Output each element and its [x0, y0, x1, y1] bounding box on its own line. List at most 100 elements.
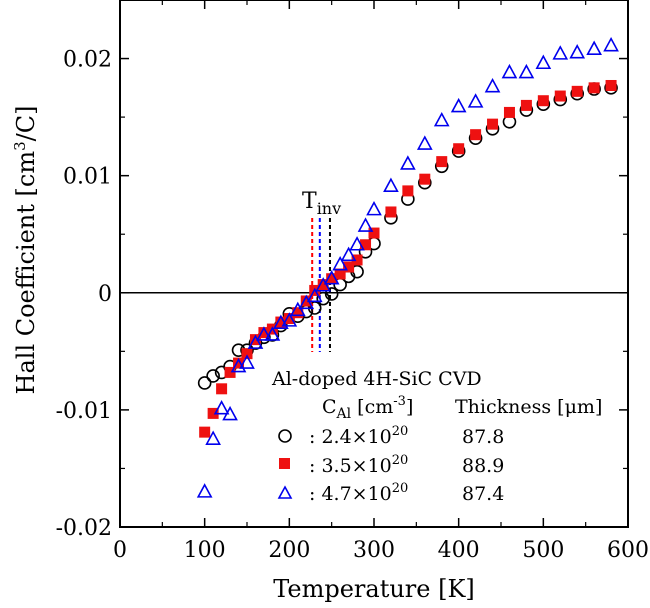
legend-entry-3: : 4.7×1020 [309, 481, 408, 505]
data-point-square [233, 357, 245, 369]
data-point-square [368, 227, 380, 239]
data-point-square [343, 261, 355, 273]
legend-entry-1: : 2.4×1020 [309, 424, 408, 448]
data-point-triangle [247, 334, 264, 349]
data-point-triangle [196, 483, 213, 498]
data-point-square [605, 79, 617, 91]
data-point-triangle [467, 93, 484, 108]
data-point-square [326, 273, 338, 285]
data-point-square [300, 295, 312, 307]
x-tick-label: 400 [438, 538, 480, 563]
data-point-square [317, 279, 329, 291]
tinv-label-sub: inv [317, 199, 341, 218]
x-tick-label: 300 [353, 538, 395, 563]
data-point-triangle [289, 301, 306, 317]
data-point-triangle [416, 135, 433, 150]
data-point-square [283, 313, 295, 325]
legend-title: Al-doped 4H-SiC CVD [271, 368, 482, 390]
data-point-square [385, 206, 397, 218]
data-point-circle [324, 287, 339, 301]
data-point-circle [206, 369, 220, 383]
legend-c-main: C [322, 396, 337, 418]
data-point-triangle [586, 40, 602, 55]
data-point-triangle [569, 44, 586, 59]
legend-col1-header: CAl [cm-3] [322, 394, 413, 422]
data-point-square [453, 143, 465, 155]
x-tick-label: 0 [113, 538, 127, 563]
legend-c-unit: [cm [351, 396, 393, 418]
data-point-triangle [205, 430, 221, 445]
legend-col2-header: Thickness [μm] [455, 396, 602, 418]
x-axis-ticks: 0 100 200 300 400 500 600 [113, 0, 649, 563]
data-point-triangle [400, 155, 416, 170]
data-point-square [588, 82, 600, 94]
legend-entry-1-prefix: : 2.4×10 [309, 426, 392, 448]
x-axis-title: Temperature [K] [273, 575, 475, 603]
data-point-triangle [281, 312, 298, 327]
legend: Al-doped 4H-SiC CVD CAl [cm-3] Thickness… [271, 368, 602, 505]
data-point-square [520, 99, 532, 111]
data-point-square [470, 129, 482, 141]
data-point-square [487, 118, 499, 130]
y-tick-label: 0 [98, 282, 112, 307]
data-point-triangle [213, 400, 230, 415]
y-tick-label: 0.01 [63, 165, 112, 190]
data-point-square [241, 348, 253, 360]
y-tick-label: -0.01 [56, 399, 112, 424]
data-point-triangle [264, 326, 281, 341]
legend-entry-2-exp: 20 [392, 453, 409, 468]
legend-thickness-1: 87.8 [462, 426, 504, 448]
data-point-square [207, 407, 219, 419]
legend-entry-1-exp: 20 [392, 424, 409, 439]
data-point-square [351, 254, 363, 266]
data-point-triangle [383, 177, 399, 193]
data-point-triangle [256, 326, 272, 341]
data-point-triangle [222, 405, 238, 421]
data-point-square [224, 366, 236, 378]
data-point-square [216, 383, 228, 395]
legend-marker-triangle [277, 485, 293, 499]
data-point-triangle [323, 270, 340, 285]
data-point-square [419, 173, 431, 185]
legend-thickness-3: 87.4 [462, 483, 504, 505]
series-layer [196, 36, 619, 498]
legend-entry-3-exp: 20 [392, 481, 409, 496]
data-point-triangle [433, 111, 450, 127]
data-point-triangle [332, 255, 348, 271]
data-point-square [275, 316, 287, 328]
data-point-square [402, 185, 414, 197]
legend-entry-2-prefix: : 3.5×10 [309, 455, 392, 477]
legend-c-end: ] [406, 396, 413, 418]
data-point-triangle [349, 236, 365, 251]
data-point-square [249, 334, 261, 346]
legend-marker-circle [278, 429, 292, 443]
data-point-circle [197, 376, 212, 390]
legend-c-sup: -3 [393, 394, 406, 409]
data-point-square [436, 156, 448, 168]
legend-thickness-2: 88.9 [462, 455, 504, 477]
data-point-square [537, 95, 549, 107]
tinv-label-main: T [302, 189, 317, 214]
data-point-triangle [552, 45, 569, 60]
data-point-triangle [484, 77, 501, 93]
y-tick-label: 0.02 [63, 48, 112, 73]
data-point-square [334, 268, 346, 280]
legend-c-sub: Al [336, 406, 352, 422]
data-point-square [571, 85, 583, 97]
data-point-triangle [501, 63, 518, 79]
data-point-square [554, 90, 566, 102]
x-tick-label: 100 [184, 538, 226, 563]
x-tick-label: 200 [268, 538, 310, 563]
y-axis-title-main: Hall Coefficient [cm [12, 151, 40, 395]
data-point-triangle [298, 294, 315, 310]
data-point-triangle [315, 277, 332, 292]
data-point-triangle [340, 246, 357, 262]
data-point-square [503, 106, 515, 118]
data-point-triangle [535, 54, 552, 70]
tinv-label: Tinv [302, 189, 341, 218]
y-tick-label: -0.02 [56, 516, 112, 541]
y-axis-title: Hall Coefficient [cm3/C] [11, 106, 40, 395]
data-point-triangle [366, 200, 382, 216]
data-point-square [199, 426, 211, 438]
